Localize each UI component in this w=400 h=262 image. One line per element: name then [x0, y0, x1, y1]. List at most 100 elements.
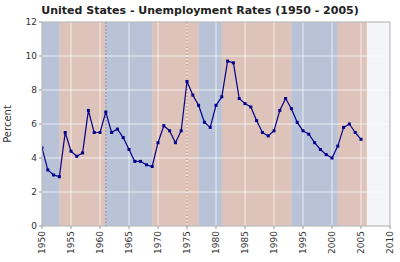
data-point — [75, 155, 78, 158]
tick-label-x: 1970 — [153, 231, 163, 254]
grid-line-x — [216, 22, 217, 226]
tick-x — [332, 226, 333, 229]
tick-x — [71, 226, 72, 229]
tick-x — [187, 226, 188, 229]
tick-label-y: 2 — [31, 187, 37, 197]
tick-label-y: 6 — [31, 119, 37, 129]
tick-label-x: 1965 — [124, 231, 134, 254]
tick-x — [158, 226, 159, 229]
y-axis-label: Percent — [2, 105, 13, 143]
tick-label-x: 2000 — [327, 231, 337, 254]
plot-background — [42, 22, 390, 226]
tick-label-x: 1950 — [37, 231, 47, 254]
data-point — [168, 129, 171, 132]
tick-y — [39, 56, 42, 57]
tick-x — [216, 226, 217, 229]
data-point — [58, 175, 61, 178]
data-point — [273, 129, 276, 132]
data-point — [157, 141, 160, 144]
data-point — [278, 109, 281, 112]
tick-x — [245, 226, 246, 229]
tick-x — [274, 226, 275, 229]
tick-y — [39, 192, 42, 193]
tick-x — [361, 226, 362, 229]
data-point — [52, 174, 55, 177]
data-point — [360, 138, 363, 141]
data-point — [255, 119, 258, 122]
tick-label-x: 1985 — [240, 231, 250, 254]
tick-x — [390, 226, 391, 229]
tick-label-x: 1960 — [95, 231, 105, 254]
reference-line — [186, 22, 188, 226]
tick-x — [303, 226, 304, 229]
plot-frame — [42, 22, 390, 226]
tick-x — [129, 226, 130, 229]
data-point — [122, 136, 125, 139]
data-point — [46, 168, 49, 171]
grid-line-x — [303, 22, 304, 226]
tick-y — [39, 124, 42, 125]
plot-area — [42, 22, 390, 226]
tick-y — [39, 22, 42, 23]
tick-label-x: 2005 — [356, 231, 366, 254]
tick-x — [42, 226, 43, 229]
data-point — [133, 160, 136, 163]
data-point — [81, 151, 84, 154]
tick-y — [39, 90, 42, 91]
data-point — [348, 123, 351, 126]
data-point — [93, 131, 96, 134]
data-point — [307, 133, 310, 136]
tick-label-y: 12 — [26, 17, 37, 27]
data-point — [116, 128, 119, 131]
data-point — [191, 94, 194, 97]
data-point — [313, 141, 316, 144]
data-point — [296, 121, 299, 124]
tick-label-x: 2010 — [385, 231, 395, 254]
tick-label-y: 0 — [31, 221, 37, 231]
grid-line-x — [245, 22, 246, 226]
data-point — [249, 106, 252, 109]
grid-line-x — [71, 22, 72, 226]
data-point — [331, 157, 334, 160]
data-point — [220, 95, 223, 98]
tick-label-y: 8 — [31, 85, 37, 95]
data-point — [70, 150, 73, 153]
tick-label-x: 1955 — [66, 231, 76, 254]
grid-line-x — [332, 22, 333, 226]
data-point — [261, 131, 264, 134]
grid-line-x — [158, 22, 159, 226]
tick-label-y: 10 — [26, 51, 38, 61]
chart: 0246810121950195519601965197019751980198… — [0, 0, 400, 262]
data-point — [209, 126, 212, 129]
data-point — [145, 163, 148, 166]
tick-label-x: 1975 — [182, 231, 192, 254]
grid-line-x — [129, 22, 130, 226]
data-point — [319, 148, 322, 151]
title: United States - Unemployment Rates (1950… — [41, 4, 358, 17]
data-point — [139, 160, 142, 163]
reference-line — [105, 22, 107, 226]
data-point — [64, 131, 67, 134]
grid-line-x — [187, 22, 188, 226]
data-point — [336, 145, 339, 148]
tick-label-x: 1980 — [211, 231, 221, 254]
data-point — [162, 124, 165, 127]
data-point — [87, 109, 90, 112]
data-point — [186, 80, 189, 83]
data-point — [325, 153, 328, 156]
tick-y — [39, 158, 42, 159]
data-point — [342, 126, 345, 129]
data-point — [128, 148, 131, 151]
data-point — [238, 97, 241, 100]
data-point — [232, 61, 235, 64]
data-point — [104, 111, 107, 114]
data-point — [197, 104, 200, 107]
data-point — [244, 102, 247, 105]
data-point — [151, 165, 154, 168]
data-point — [302, 129, 305, 132]
grid-line-x — [100, 22, 101, 226]
data-point — [174, 141, 177, 144]
data-point — [203, 121, 206, 124]
tick-x — [100, 226, 101, 229]
data-point — [99, 131, 102, 134]
